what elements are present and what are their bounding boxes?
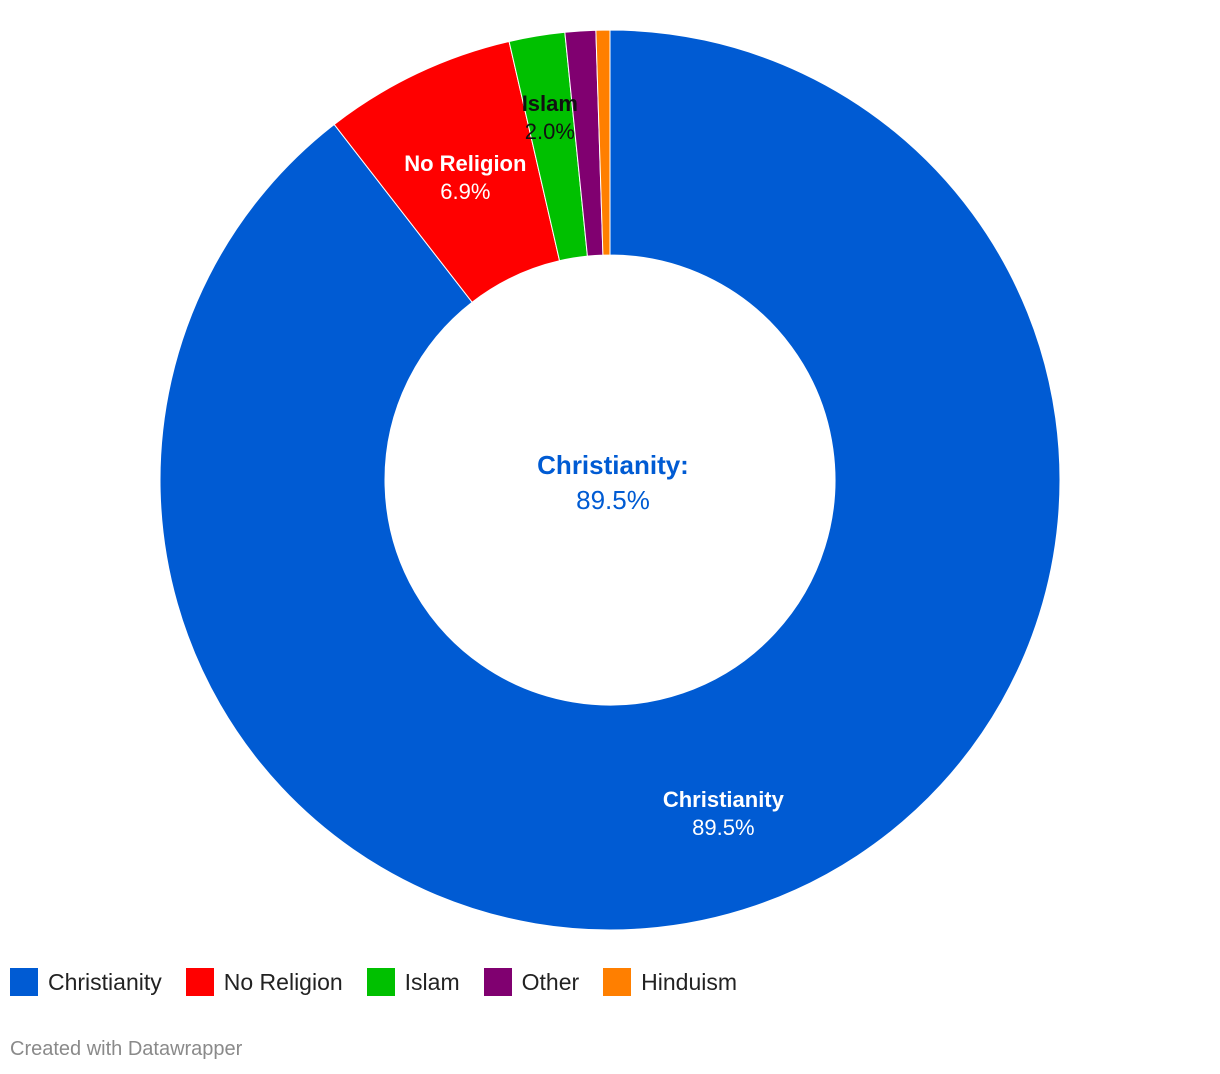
slice-label-no-religion: No Religion 6.9% (404, 151, 526, 204)
legend-swatch (483, 968, 512, 996)
slice-label-name: Islam (522, 91, 578, 116)
legend-label: Islam (404, 968, 460, 995)
legend-swatch (185, 968, 214, 996)
slice-christianity[interactable] (159, 29, 1061, 931)
legend-label: Hinduism (641, 968, 738, 995)
legend-label: No Religion (223, 968, 343, 995)
slice-hinduism[interactable] (595, 29, 611, 256)
legend-swatch (10, 968, 38, 996)
center-label-value: 89.5% (576, 485, 650, 515)
legend-label: Christianity (48, 968, 162, 995)
legend-item-islam[interactable]: Islam (366, 968, 460, 996)
legend-item-other[interactable]: Other (483, 968, 580, 996)
slice-label-name: Christianity (663, 787, 785, 812)
slice-label-islam: Islam 2.0% (522, 91, 578, 144)
legend-item-hinduism[interactable]: Hinduism (603, 968, 737, 996)
legend: Christianity No Religion Islam Other Hin… (10, 968, 761, 996)
slice-label-value: 89.5% (692, 815, 754, 840)
center-label: Christianity: 89.5% (537, 450, 689, 515)
donut-chart: Christianity 89.5% No Religion 6.9% Islam 2.0… (159, 29, 1061, 931)
footer-credit: Created with Datawrapper (10, 1038, 243, 1060)
donut-slices (159, 29, 1061, 931)
legend-item-no-religion[interactable]: No Religion (185, 968, 343, 996)
legend-swatch (366, 968, 395, 996)
legend-item-christianity[interactable]: Christianity (10, 968, 162, 996)
slice-label-value: 2.0% (525, 119, 575, 144)
slice-label-name: No Religion (404, 151, 526, 176)
legend-label: Other (521, 968, 580, 995)
legend-swatch (603, 968, 632, 996)
slice-label-christianity: Christianity 89.5% (663, 787, 785, 840)
slice-label-value: 6.9% (440, 179, 490, 204)
center-label-name: Christianity: (537, 450, 689, 480)
slice-labels: Christianity 89.5% No Religion 6.9% Islam 2.0… (404, 91, 784, 840)
